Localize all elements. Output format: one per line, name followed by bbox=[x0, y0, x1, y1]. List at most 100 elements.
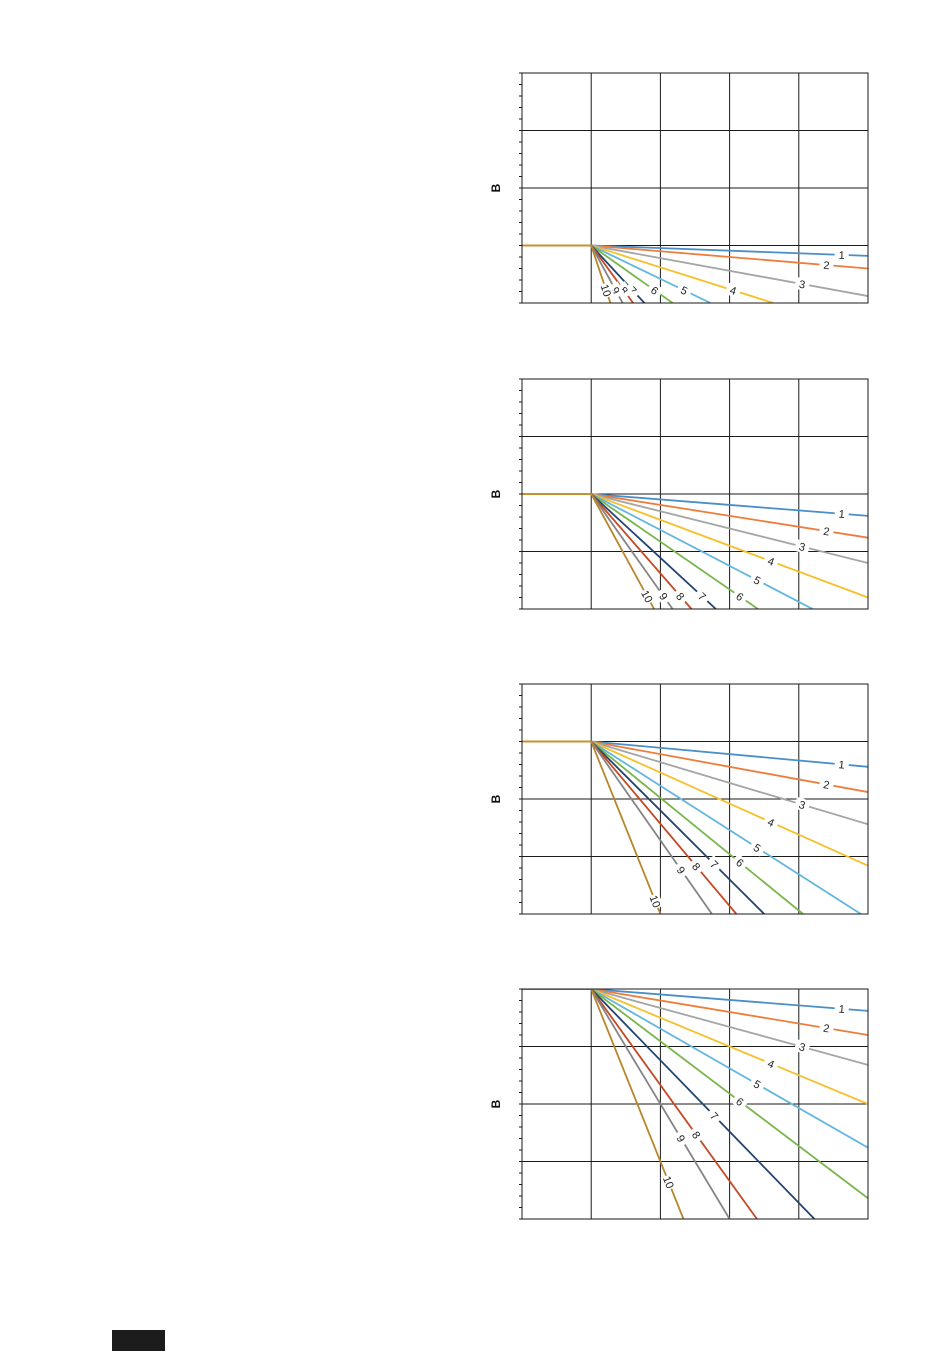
series-label-bg bbox=[748, 571, 767, 589]
y-axis-label: B bbox=[489, 794, 503, 803]
series-line-10 bbox=[590, 741, 662, 914]
series-label-bg bbox=[598, 281, 615, 299]
series-label-2: 2 bbox=[822, 779, 830, 792]
series-label-5: 5 bbox=[751, 574, 762, 587]
series-label-bg bbox=[834, 757, 850, 772]
y-axis-label: B bbox=[489, 1099, 503, 1108]
series-label-bg bbox=[794, 276, 811, 292]
series-label-bg bbox=[748, 838, 767, 857]
series-label-bg bbox=[748, 1075, 767, 1093]
series-label-5: 5 bbox=[751, 842, 763, 855]
series-label-6: 6 bbox=[648, 284, 660, 297]
series-line-6 bbox=[590, 740, 804, 914]
series-line-1 bbox=[591, 989, 868, 1012]
series-label-2: 2 bbox=[822, 526, 830, 539]
page-marker bbox=[112, 1330, 165, 1351]
series-label-bg bbox=[687, 857, 706, 876]
series-line-7 bbox=[590, 740, 765, 914]
series-label-10: 10 bbox=[598, 283, 613, 298]
series-label-10: 10 bbox=[638, 589, 654, 606]
series-label-bg bbox=[818, 777, 835, 792]
series-line-7 bbox=[590, 989, 816, 1219]
series-line-1 bbox=[591, 244, 868, 257]
series-label-bg bbox=[793, 1039, 811, 1055]
series-label-6: 6 bbox=[733, 591, 745, 604]
series-label-bg bbox=[623, 281, 642, 300]
series-line-3 bbox=[591, 244, 868, 297]
series-label-1: 1 bbox=[838, 250, 845, 262]
series-label-9: 9 bbox=[674, 865, 687, 877]
y-axis-label: B bbox=[489, 489, 503, 498]
series-label-4: 4 bbox=[728, 285, 737, 298]
series-label-5: 5 bbox=[678, 285, 689, 298]
series-label-bg bbox=[647, 892, 664, 911]
series-label-1: 1 bbox=[838, 509, 845, 521]
series-line-4 bbox=[590, 244, 774, 303]
series-label-4: 4 bbox=[765, 816, 776, 829]
series-label-9: 9 bbox=[674, 1133, 687, 1144]
series-label-bg bbox=[675, 281, 694, 299]
series-label-bg bbox=[730, 587, 750, 606]
series-line-6 bbox=[590, 493, 759, 609]
series-line-5 bbox=[590, 989, 868, 1149]
series-label-10: 10 bbox=[647, 894, 663, 910]
series-label-bg bbox=[672, 860, 691, 880]
series-label-bg bbox=[672, 1129, 690, 1148]
series-label-bg bbox=[834, 248, 849, 262]
series-line-4 bbox=[590, 740, 868, 867]
series-line-9 bbox=[590, 493, 674, 609]
y-axis-label: B bbox=[489, 183, 503, 192]
plot-frame bbox=[521, 378, 869, 610]
series-label-3: 3 bbox=[797, 799, 806, 812]
series-label-2: 2 bbox=[822, 1023, 830, 1036]
series-label-8: 8 bbox=[689, 1130, 702, 1142]
series-line-4 bbox=[590, 493, 868, 599]
series-label-1: 1 bbox=[838, 759, 845, 772]
series-line-9 bbox=[590, 989, 731, 1219]
series-label-9: 9 bbox=[608, 285, 621, 296]
series-label-bg bbox=[660, 1173, 677, 1191]
series-label-4: 4 bbox=[766, 556, 776, 569]
plot-frame bbox=[521, 988, 869, 1220]
series-label-bg bbox=[692, 587, 712, 606]
series-line-3 bbox=[590, 493, 868, 564]
series-label-bg bbox=[638, 587, 656, 606]
series-label-3: 3 bbox=[798, 279, 806, 292]
series-line-6 bbox=[590, 989, 868, 1200]
series-label-bg bbox=[687, 1125, 706, 1145]
series-label-3: 3 bbox=[798, 541, 807, 554]
series-line-1 bbox=[591, 493, 868, 517]
series-label-bg bbox=[762, 553, 780, 570]
series-line-3 bbox=[590, 989, 868, 1066]
series-label-bg bbox=[818, 1021, 835, 1036]
series-label-4: 4 bbox=[766, 1058, 776, 1071]
series-label-10: 10 bbox=[660, 1175, 676, 1191]
plot-frame bbox=[521, 72, 869, 304]
series-label-bg bbox=[834, 1002, 850, 1016]
series-line-7 bbox=[590, 493, 717, 609]
series-label-bg bbox=[818, 524, 835, 539]
series-label-bg bbox=[730, 1092, 750, 1111]
series-label-bg bbox=[705, 855, 724, 874]
series-line-3 bbox=[590, 740, 868, 826]
series-label-bg bbox=[730, 853, 750, 872]
series-label-bg bbox=[762, 813, 780, 831]
series-line-1 bbox=[591, 740, 868, 768]
series-label-bg bbox=[645, 281, 664, 300]
series-label-bg bbox=[724, 282, 742, 299]
series-line-8 bbox=[590, 493, 693, 609]
series-line-5 bbox=[590, 740, 862, 914]
series-label-bg bbox=[762, 1055, 780, 1072]
series-line-8 bbox=[590, 740, 738, 914]
series-label-2: 2 bbox=[823, 260, 830, 272]
series-line-10 bbox=[590, 493, 655, 609]
series-label-bg bbox=[819, 258, 834, 272]
series-label-bg bbox=[793, 796, 811, 813]
series-line-5 bbox=[590, 244, 711, 303]
series-label-bg bbox=[834, 507, 850, 521]
series-label-3: 3 bbox=[797, 1041, 806, 1054]
series-line-5 bbox=[590, 493, 814, 609]
